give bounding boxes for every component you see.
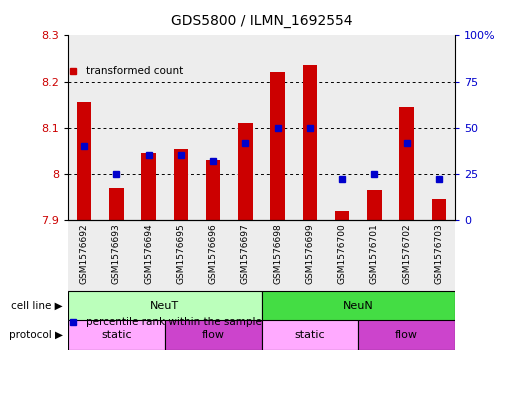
Bar: [358, 220, 391, 291]
Text: GSM1576695: GSM1576695: [176, 224, 185, 285]
Bar: [206, 160, 220, 220]
Bar: [68, 35, 100, 220]
Bar: [141, 153, 156, 220]
Bar: [270, 72, 285, 220]
Bar: [423, 220, 455, 291]
Bar: [262, 291, 455, 320]
Bar: [262, 320, 358, 350]
Text: GDS5800 / ILMN_1692554: GDS5800 / ILMN_1692554: [170, 14, 353, 28]
Bar: [326, 35, 358, 220]
Bar: [294, 35, 326, 220]
Text: NeuN: NeuN: [343, 301, 373, 310]
Text: GSM1576697: GSM1576697: [241, 224, 250, 285]
Bar: [238, 123, 253, 220]
Text: protocol ▶: protocol ▶: [9, 330, 63, 340]
Text: percentile rank within the sample: percentile rank within the sample: [86, 317, 262, 327]
Text: GSM1576702: GSM1576702: [402, 224, 411, 284]
Bar: [68, 320, 165, 350]
Bar: [132, 35, 165, 220]
Bar: [132, 220, 165, 291]
Bar: [68, 291, 262, 320]
Bar: [165, 35, 197, 220]
Text: transformed count: transformed count: [86, 66, 184, 76]
Bar: [335, 211, 349, 220]
Text: GSM1576701: GSM1576701: [370, 224, 379, 285]
Bar: [358, 35, 391, 220]
Text: GSM1576696: GSM1576696: [209, 224, 218, 285]
Text: GSM1576698: GSM1576698: [273, 224, 282, 285]
Bar: [431, 199, 446, 220]
Bar: [197, 220, 229, 291]
Bar: [303, 65, 317, 220]
Bar: [174, 149, 188, 220]
Text: GSM1576692: GSM1576692: [79, 224, 88, 284]
Bar: [229, 220, 262, 291]
Bar: [100, 35, 132, 220]
Text: GSM1576703: GSM1576703: [435, 224, 444, 285]
Text: NeuT: NeuT: [150, 301, 179, 310]
Bar: [197, 35, 229, 220]
Text: flow: flow: [202, 330, 224, 340]
Text: GSM1576693: GSM1576693: [112, 224, 121, 285]
Bar: [77, 102, 92, 220]
Bar: [262, 220, 294, 291]
Text: static: static: [294, 330, 325, 340]
Bar: [100, 220, 132, 291]
Bar: [294, 220, 326, 291]
Bar: [391, 35, 423, 220]
Text: flow: flow: [395, 330, 418, 340]
Bar: [367, 190, 382, 220]
Text: cell line ▶: cell line ▶: [11, 301, 63, 310]
Text: GSM1576699: GSM1576699: [305, 224, 314, 285]
Bar: [68, 220, 100, 291]
Bar: [109, 188, 123, 220]
Bar: [400, 107, 414, 220]
Bar: [229, 35, 262, 220]
Text: static: static: [101, 330, 132, 340]
Bar: [391, 220, 423, 291]
Bar: [165, 220, 197, 291]
Bar: [358, 320, 455, 350]
Bar: [423, 35, 455, 220]
Bar: [326, 220, 358, 291]
Text: GSM1576700: GSM1576700: [338, 224, 347, 285]
Bar: [262, 35, 294, 220]
Bar: [165, 320, 262, 350]
Text: GSM1576694: GSM1576694: [144, 224, 153, 284]
